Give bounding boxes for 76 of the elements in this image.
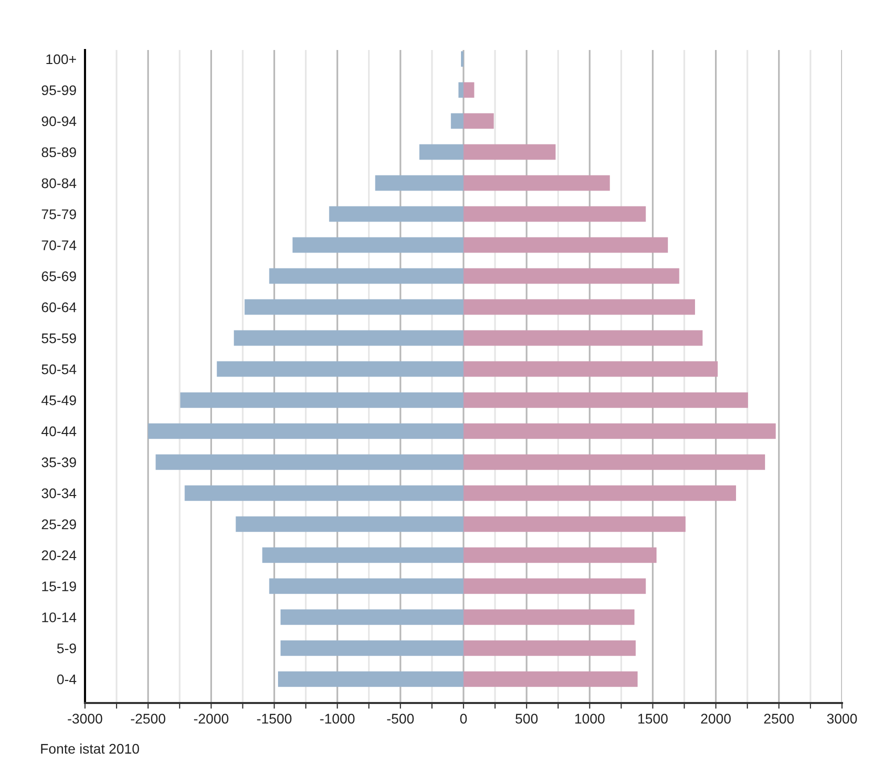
bar (234, 330, 464, 346)
bar (180, 392, 464, 408)
bar (292, 237, 464, 253)
bar (464, 237, 668, 253)
y-tick-label: 80-84 (42, 178, 76, 188)
y-tick-label: 30-34 (42, 488, 76, 498)
x-tick-label: -500 (387, 714, 414, 724)
bar (216, 361, 464, 377)
y-tick-label: 100+ (46, 54, 76, 64)
bar (278, 671, 464, 687)
x-tick-label: -3000 (68, 714, 102, 724)
x-tick-label: 1000 (575, 714, 605, 724)
bar (464, 516, 686, 532)
bar (464, 454, 766, 470)
bar (280, 640, 464, 656)
bar (464, 485, 736, 501)
bar (464, 671, 638, 687)
bar (280, 609, 464, 625)
y-tick-label: 55-59 (42, 333, 76, 344)
x-tick-label: 1500 (638, 714, 668, 724)
bar (464, 330, 703, 346)
bar (464, 113, 494, 129)
y-tick-label: 0-4 (57, 674, 76, 684)
x-tick-label: -2000 (194, 714, 228, 724)
y-tick-label: 75-79 (42, 209, 76, 220)
bar (262, 547, 464, 563)
y-tick-label: 65-69 (42, 271, 76, 282)
x-tick-label: 0 (460, 714, 467, 724)
y-tick-label: 45-49 (41, 395, 76, 406)
y-tick-label: 90-94 (42, 116, 76, 126)
y-tick-label: 85-89 (42, 147, 76, 158)
y-tick-label: 35-39 (42, 457, 76, 468)
bar (464, 82, 474, 98)
x-tick-label: -1500 (257, 714, 292, 724)
y-tick-label: 40-44 (41, 426, 76, 436)
x-tick-label: 3000 (827, 714, 857, 724)
bar (184, 485, 464, 501)
bar (148, 423, 464, 439)
bar (464, 392, 748, 408)
x-tick-label: -1000 (320, 714, 355, 724)
bar (464, 547, 657, 563)
bar (464, 299, 696, 315)
y-tick-label: 95-99 (42, 85, 76, 96)
bar (269, 578, 464, 594)
y-tick-label: 20-24 (42, 550, 76, 560)
bar (460, 51, 464, 67)
bar (458, 82, 464, 98)
bar (464, 268, 680, 284)
y-tick-label: 50-54 (42, 364, 76, 374)
bar (156, 454, 464, 470)
bar (464, 609, 634, 625)
bar (464, 206, 646, 222)
bar (419, 144, 464, 160)
y-tick-label: 5-9 (57, 643, 76, 654)
y-tick-label: 25-29 (42, 519, 76, 530)
bar (464, 578, 646, 594)
bar (375, 175, 464, 191)
y-tick-label: 10-14 (42, 612, 76, 622)
x-tick-label: -2500 (130, 714, 166, 724)
bar (464, 423, 776, 439)
y-tick-label: 60-64 (42, 302, 76, 312)
x-tick-label: 2500 (764, 714, 794, 724)
bar (464, 640, 636, 656)
bar (269, 268, 464, 284)
x-tick-label: 2000 (701, 714, 731, 724)
bar (464, 175, 610, 191)
y-tick-label: 70-74 (42, 240, 76, 250)
bar (329, 206, 464, 222)
bar (450, 113, 464, 129)
bar (236, 516, 464, 532)
y-tick-label: 15-19 (42, 581, 76, 592)
source-note: Fonte istat 2010 (41, 744, 140, 754)
bar (464, 144, 556, 160)
bar (244, 299, 464, 315)
bar (464, 361, 718, 377)
x-tick-label: 500 (516, 714, 538, 724)
